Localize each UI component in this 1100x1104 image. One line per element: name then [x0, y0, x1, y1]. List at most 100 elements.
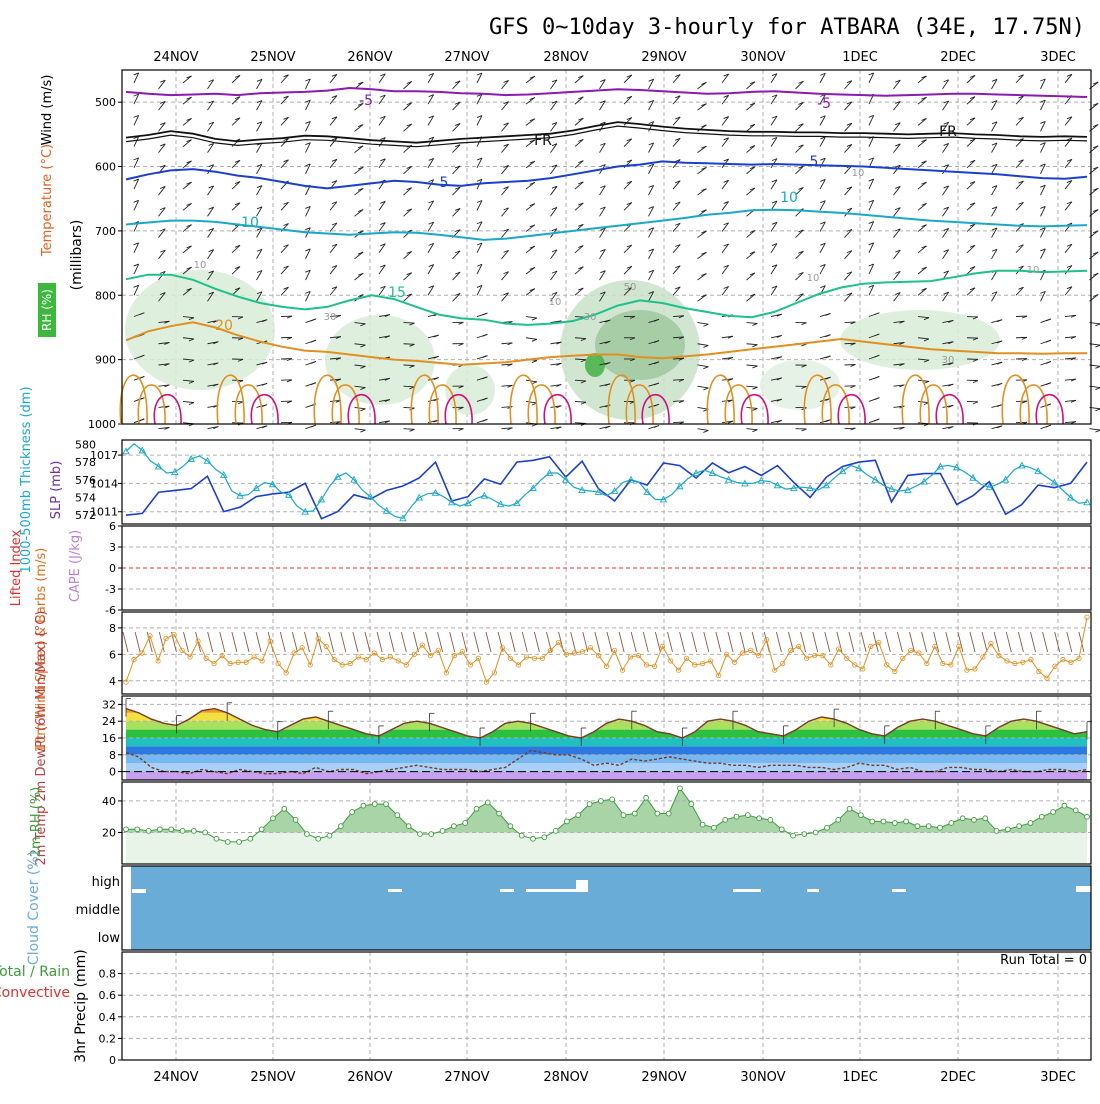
contour-label: 30	[942, 355, 955, 366]
contour-label: 20	[215, 318, 233, 334]
y-tick-label: 0.4	[99, 1011, 117, 1024]
rh-2m-axis-label: 2m RH (%)	[29, 787, 44, 858]
cloud-gap	[1076, 886, 1091, 892]
y-tick-label: 1000	[88, 418, 116, 431]
date-label-bottom: 24NOV	[153, 1070, 198, 1085]
contour-label: 10	[194, 260, 207, 271]
rh-point	[531, 836, 536, 841]
rh-point	[474, 806, 479, 811]
contour-label: 10	[780, 190, 798, 206]
y-tick-label: -3	[105, 583, 116, 596]
rh-point	[327, 833, 332, 838]
rh-point	[712, 825, 717, 830]
date-label-top: 3DEC	[1040, 50, 1076, 65]
rh-shading	[760, 360, 840, 410]
date-label-top: 27NOV	[444, 50, 489, 65]
rh-point	[237, 840, 242, 845]
precip-axis-label: 3hr Precip (mm)	[73, 949, 89, 1062]
wind-barb	[404, 386, 415, 387]
date-label-top: 2DEC	[940, 50, 976, 65]
rh-point	[485, 800, 490, 805]
date-label-bottom: 29NOV	[641, 1070, 686, 1085]
cloud-cover-axis-label: Cloud Cover (%)	[26, 851, 42, 965]
rh-point	[497, 811, 502, 816]
rh-point	[926, 824, 931, 829]
precip-convective-label: Convective	[0, 985, 70, 1001]
contour-label: 10	[807, 273, 820, 284]
rh-point	[271, 816, 276, 821]
cloud-gap	[132, 889, 146, 893]
y-tick-label: 4	[109, 675, 116, 688]
y-tick-label: 0	[109, 562, 116, 575]
y-tick-label: 0	[109, 1054, 116, 1067]
contour-label: 10	[852, 168, 865, 179]
rh-point	[542, 835, 547, 840]
rh-point	[983, 816, 988, 821]
rh-shading	[585, 353, 605, 377]
y-tick-label: 900	[95, 354, 116, 367]
y-tick-label: 8	[109, 749, 116, 762]
temp-band	[122, 738, 1091, 746]
rh-point	[915, 824, 920, 829]
rh-axis-label: RH (%)	[40, 289, 54, 331]
wind-barb	[404, 344, 415, 345]
run-total-annotation: Run Total = 0	[1000, 953, 1087, 968]
y-tick-label: 20	[102, 826, 116, 839]
y-tick-label: 32	[102, 698, 116, 711]
rh-point	[1062, 803, 1067, 808]
cloud-gap	[807, 889, 819, 892]
date-label-top: 30NOV	[740, 50, 785, 65]
rh-point	[191, 828, 196, 833]
rh-point	[1085, 814, 1090, 819]
y-tick-label: 0	[109, 766, 116, 779]
date-label-top: 25NOV	[250, 50, 295, 65]
rh-point	[813, 830, 818, 835]
y-tick-label: 8	[109, 622, 116, 635]
wind-barb	[404, 429, 415, 430]
temp-band	[122, 772, 1091, 780]
rh-point	[135, 827, 140, 832]
rh-point	[1051, 810, 1056, 815]
rh-point	[678, 786, 683, 791]
y-tick-label-right: 1014	[90, 477, 118, 490]
pressure-units-label: (millibars)	[69, 220, 85, 291]
rh-point	[734, 814, 739, 819]
rh-point	[304, 832, 309, 837]
rh-point	[858, 813, 863, 818]
lifted-index-axis-label: Lifted Index	[9, 529, 24, 606]
rh-point	[723, 817, 728, 822]
date-label-bottom: 1DEC	[842, 1070, 878, 1085]
rh-point	[847, 806, 852, 811]
date-label-bottom: 25NOV	[250, 1070, 295, 1085]
rh-point	[768, 817, 773, 822]
rh-point	[248, 836, 253, 841]
rh-point	[836, 817, 841, 822]
temperature-axis-label: Temperature (°C)	[40, 144, 55, 257]
rh-point	[1017, 824, 1022, 829]
rh-point	[395, 813, 400, 818]
rh-point	[576, 813, 581, 818]
rh-shading	[125, 270, 275, 390]
temp-band	[122, 746, 1091, 754]
wind-barb	[404, 365, 415, 366]
rh-point	[825, 825, 830, 830]
rh-point	[293, 817, 298, 822]
slp-axis-label: SLP (mb)	[49, 461, 64, 520]
rh-point	[745, 813, 750, 818]
rh-point	[316, 836, 321, 841]
rh-point	[892, 821, 897, 826]
rh-point	[938, 825, 943, 830]
y-tick-label-right: 1011	[90, 506, 118, 519]
contour-label: 5	[440, 175, 449, 191]
rh-point	[598, 799, 603, 804]
contour-label: FR	[534, 133, 552, 149]
contour-label: 10	[241, 215, 259, 231]
y-tick-label: 600	[95, 161, 116, 174]
rh-point	[203, 830, 208, 835]
date-label-top: 28NOV	[543, 50, 588, 65]
y-tick-label: 700	[95, 225, 116, 238]
wind-axis-label: Wind (m/s)	[40, 75, 55, 146]
rh-point	[418, 832, 423, 837]
rh-point	[881, 819, 886, 824]
y-tick-label: 6	[109, 648, 116, 661]
